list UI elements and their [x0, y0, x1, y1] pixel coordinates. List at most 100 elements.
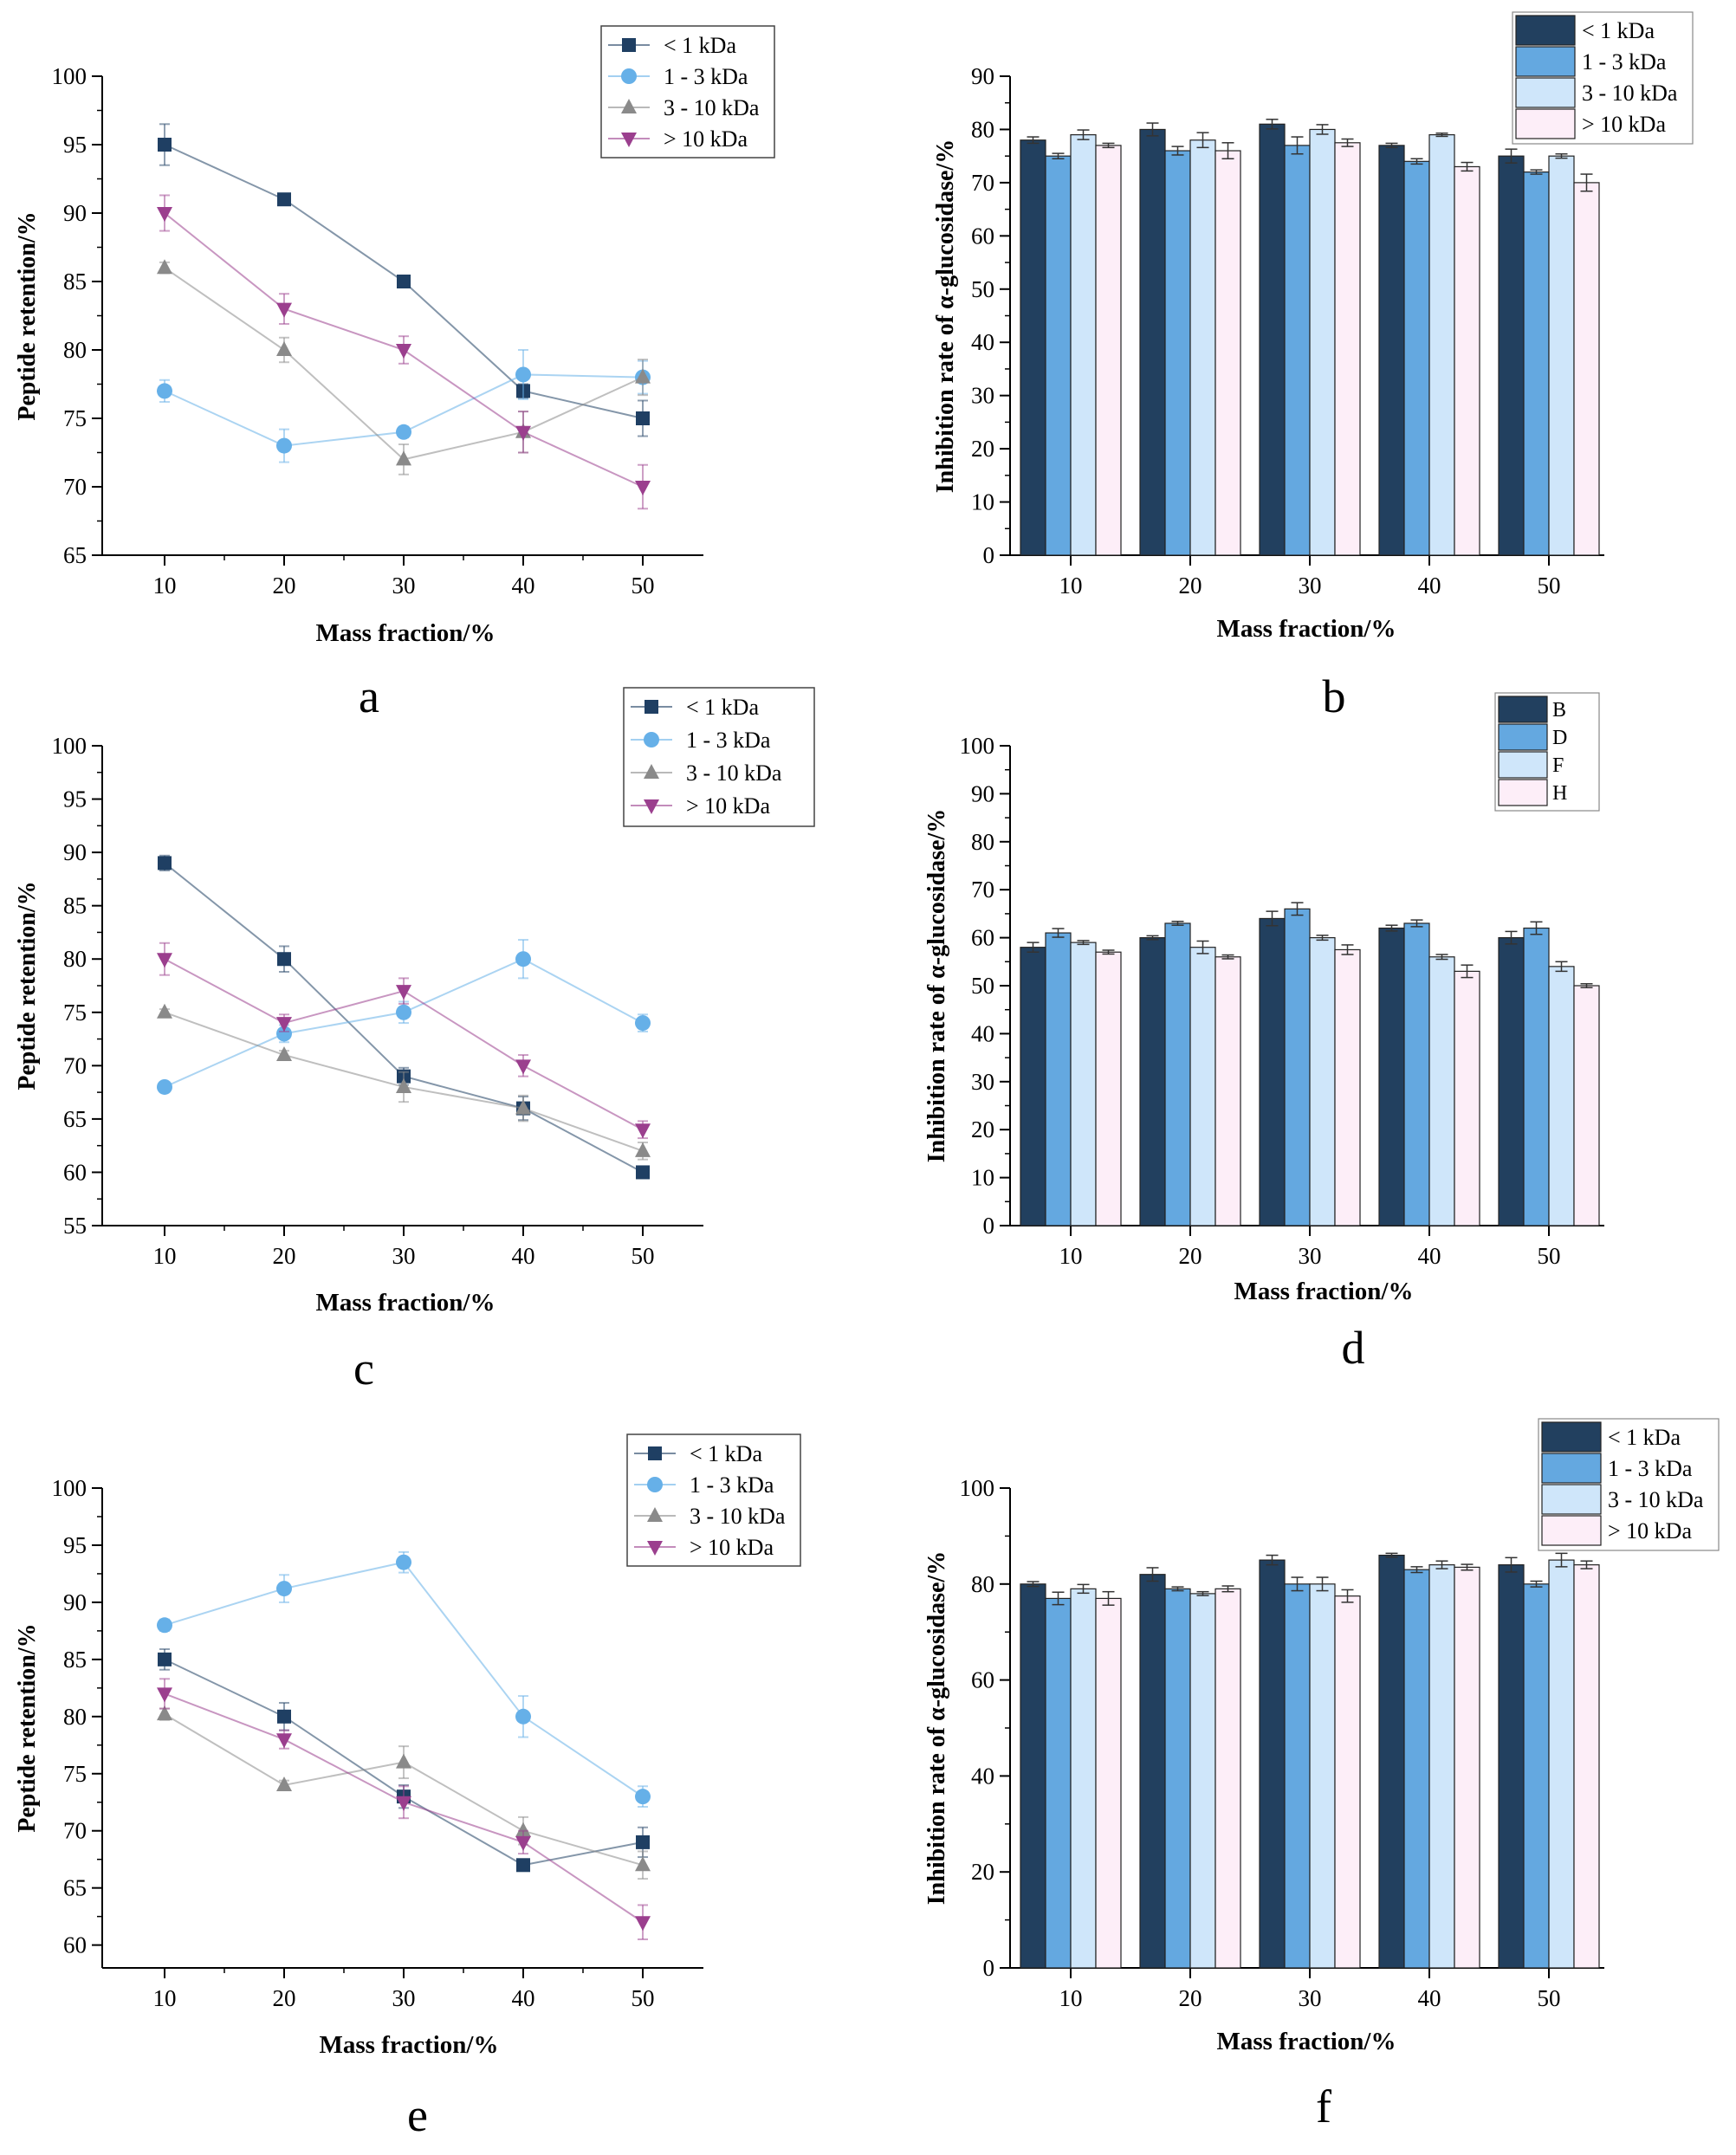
bar-group-30: [1259, 119, 1361, 556]
data-point: [276, 1026, 292, 1042]
data-point: [277, 952, 291, 967]
data-point: [515, 1059, 531, 1075]
series--10-kDa: [157, 194, 651, 510]
bar: [1573, 182, 1600, 556]
data-point: [396, 1004, 411, 1020]
legend-label: > 10 kDa: [664, 126, 748, 152]
panel-label: e: [407, 2089, 428, 2141]
legend-label: 1 - 3 kDa: [664, 64, 748, 89]
legend-marker: [644, 799, 659, 814]
bar-group-50: [1498, 921, 1600, 1226]
bar-group-20: [1139, 921, 1241, 1226]
data-point: [396, 424, 411, 440]
bar: [1095, 1597, 1122, 1969]
bar: [1309, 128, 1336, 556]
data-point: [516, 1858, 530, 1873]
data-point: [515, 425, 531, 441]
panel-label: d: [1342, 1322, 1365, 1374]
legend-label: H: [1552, 782, 1567, 805]
x-tick-label: 10: [1059, 1985, 1083, 2011]
legend-label: < 1 kDa: [1582, 18, 1655, 43]
bar: [1164, 150, 1191, 556]
bar-group-20: [1139, 122, 1241, 556]
bar: [1045, 155, 1072, 556]
legend-swatch: [1498, 751, 1548, 779]
bar: [1523, 171, 1550, 556]
data-point: [276, 1733, 292, 1749]
bar: [1454, 165, 1480, 556]
y-tick-label: 80: [63, 946, 87, 972]
y-tick-label: 100: [52, 63, 87, 89]
y-tick-label: 95: [63, 132, 87, 158]
y-tick-label: 65: [63, 1875, 87, 1901]
bar: [1428, 133, 1455, 556]
data-point: [635, 1789, 651, 1805]
data-point: [157, 259, 172, 275]
bar: [1498, 936, 1525, 1226]
legend-label: > 10 kDa: [1608, 1518, 1692, 1543]
legend-marker: [621, 133, 637, 147]
data-point: [396, 1796, 411, 1811]
chart-d: 0 10 20 30 40 50 60 70 80 90 100 10 20 30 40 50 Mass fra…: [923, 692, 1604, 1374]
series--10-kDa: [157, 942, 651, 1140]
legend-swatch: [1498, 779, 1548, 806]
x-tick-label: 20: [1179, 573, 1202, 599]
y-tick-label: 100: [52, 733, 87, 759]
x-tick-label: 50: [1538, 1243, 1561, 1269]
data-point: [635, 481, 651, 495]
legend-label: < 1 kDa: [664, 33, 736, 58]
bar: [1189, 947, 1216, 1226]
legend-marker: [621, 99, 637, 113]
chart-f: 0 20 40 60 80 100 10 20 30 40 50 Mass fraction/% Inh…: [923, 1418, 1720, 2132]
bar-group-30: [1259, 902, 1361, 1226]
x-tick-label: 40: [1418, 1243, 1441, 1269]
data-point: [157, 953, 172, 968]
x-axis-title: Mass fraction/%: [1217, 615, 1396, 643]
x-tick-label: 10: [1059, 1243, 1083, 1269]
data-point: [635, 1916, 651, 1932]
legend-label: < 1 kDa: [690, 1441, 762, 1466]
bar-group-10: [1020, 129, 1122, 556]
bar: [1548, 1559, 1575, 1969]
y-tick-label: 40: [971, 1763, 994, 1789]
bar: [1309, 1583, 1336, 1969]
bar-group-50: [1498, 148, 1600, 556]
data-point: [635, 1856, 651, 1872]
y-axis-title: Inhibition rate of α-glucosidase/%: [923, 1551, 950, 1905]
data-point: [515, 1099, 531, 1115]
bar: [1139, 128, 1166, 556]
bar: [1020, 947, 1046, 1226]
y-axis-title: Inhibition rate of α-glucosidase/%: [932, 139, 959, 493]
bar: [1403, 160, 1430, 556]
x-tick-label: 50: [632, 1985, 655, 2011]
legend-label: < 1 kDa: [1608, 1425, 1681, 1450]
data-point: [276, 302, 292, 318]
bar: [1020, 1583, 1046, 1969]
legend-label: B: [1552, 699, 1566, 722]
series-3-10-kDa: [157, 1705, 651, 1880]
y-tick-label: 95: [63, 786, 87, 812]
y-tick-label: 65: [63, 1106, 87, 1132]
bar: [1215, 150, 1241, 556]
x-tick-label: 40: [512, 573, 535, 599]
bar: [1139, 936, 1166, 1226]
legend-label: 3 - 10 kDa: [686, 760, 782, 786]
x-tick-label: 10: [153, 1985, 177, 2011]
y-tick-label: 75: [63, 1000, 87, 1026]
y-tick-label: 20: [971, 1859, 994, 1885]
series--10-kDa: [157, 1678, 651, 1941]
legend-marker: [621, 68, 637, 84]
data-point: [635, 1015, 651, 1032]
bar: [1523, 927, 1550, 1226]
x-tick-label: 30: [392, 1985, 416, 2011]
bar-group-50: [1498, 1552, 1600, 1969]
data-point: [158, 1652, 172, 1666]
y-tick-label: 20: [971, 436, 994, 462]
bar: [1020, 139, 1046, 556]
bar: [1454, 1566, 1480, 1969]
bar-group-20: [1139, 1567, 1241, 1969]
series--1-kDa: [158, 123, 650, 437]
y-tick-label: 0: [983, 1955, 995, 1981]
x-tick-label: 30: [1299, 573, 1322, 599]
data-point: [635, 368, 651, 384]
